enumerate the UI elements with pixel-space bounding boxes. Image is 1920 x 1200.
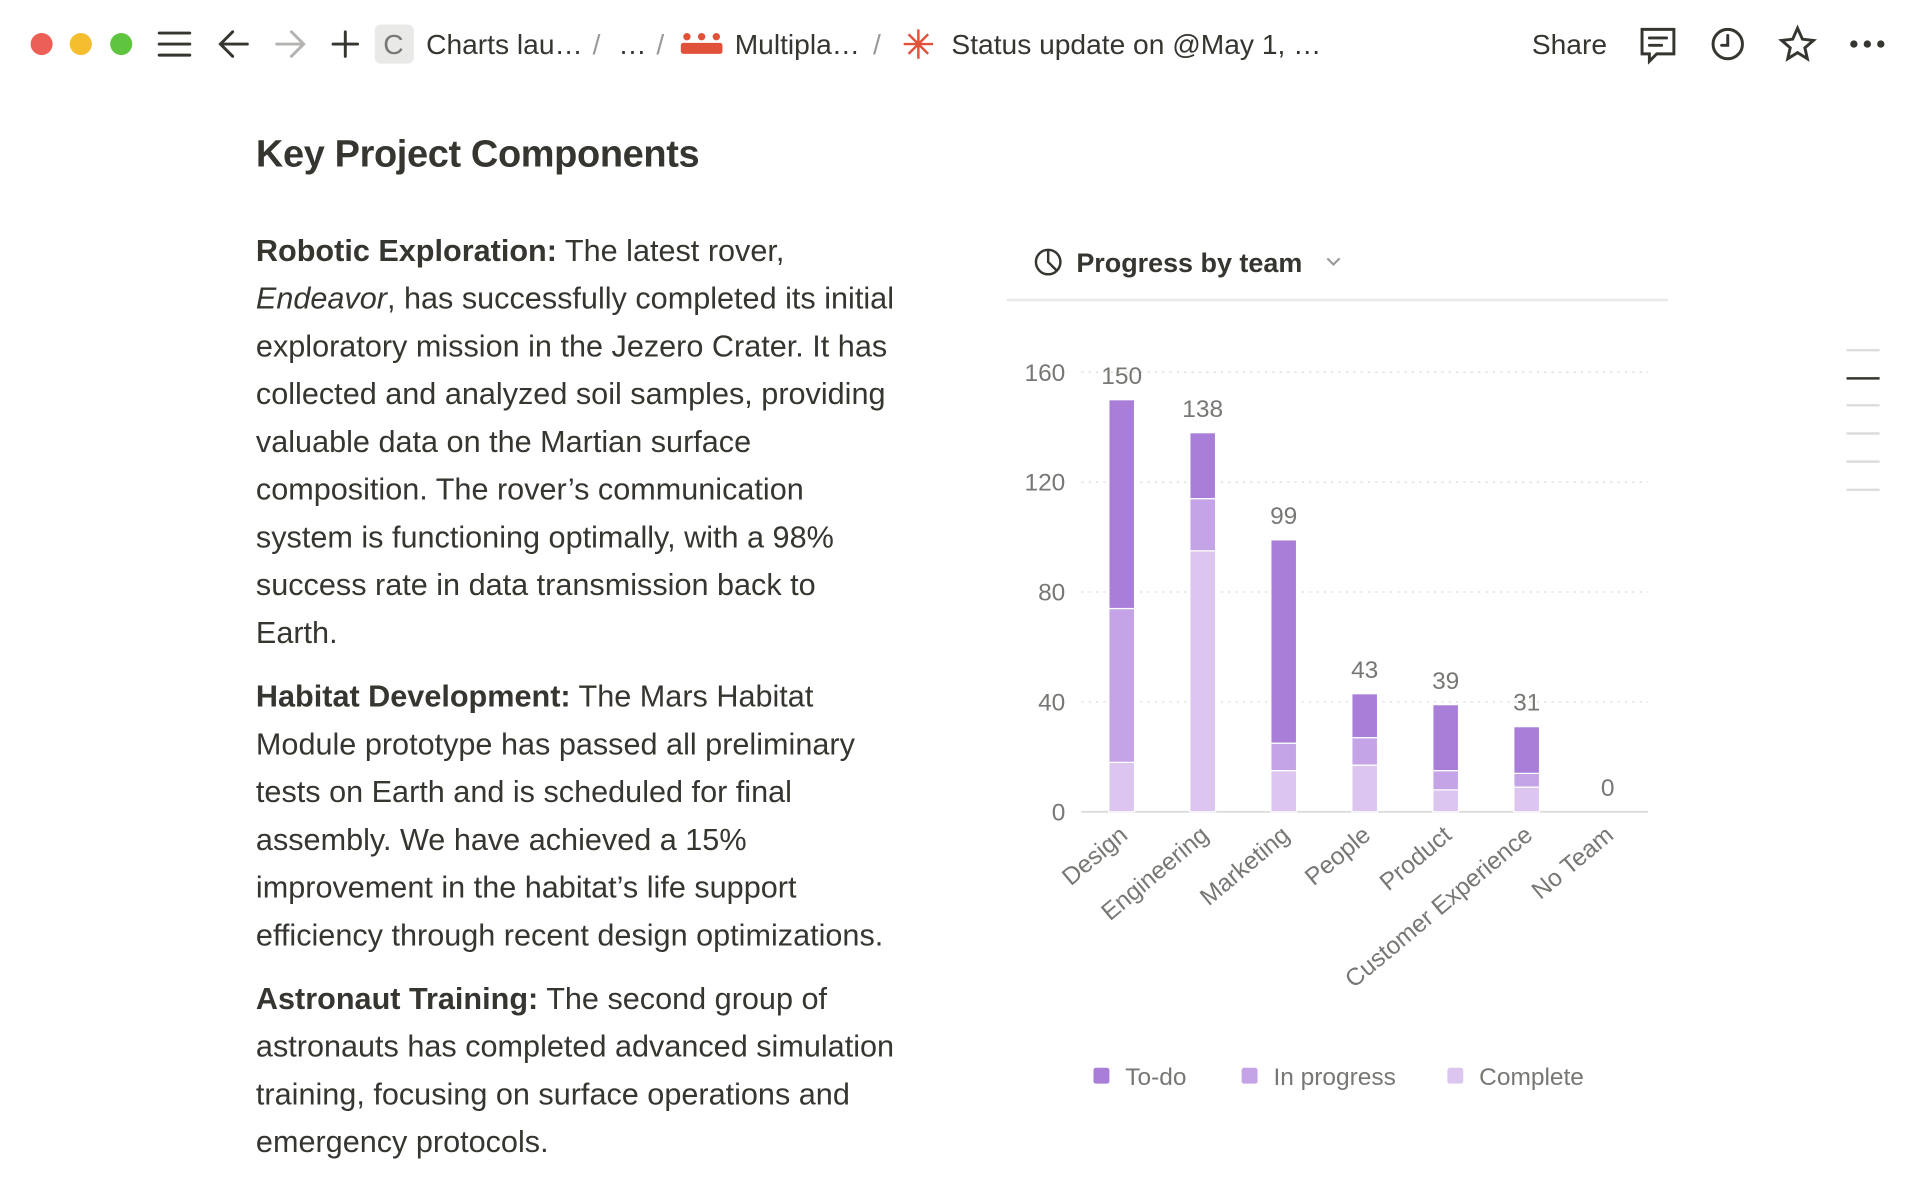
bar-segment xyxy=(1270,742,1298,772)
total-label: 150 xyxy=(1101,363,1142,390)
paragraph: Habitat Development: The Mars Habitat Mo… xyxy=(256,673,905,960)
paragraph-heading: Habitat Development: xyxy=(255,679,571,714)
page-heading: Key Project Components xyxy=(255,132,700,176)
total-label: 31 xyxy=(1513,690,1540,717)
y-tick-label: 160 xyxy=(1024,360,1065,387)
breadcrumb[interactable]: … xyxy=(618,28,647,61)
chart-icon xyxy=(1034,248,1062,276)
new-page-button[interactable] xyxy=(331,30,360,58)
y-tick-label: 120 xyxy=(1024,470,1065,497)
y-tick-label: 40 xyxy=(1038,690,1065,717)
outline xyxy=(1846,348,1880,492)
chart-menu-chevron[interactable] xyxy=(1326,257,1341,267)
bar-segment xyxy=(1432,770,1460,791)
bar-segment xyxy=(1108,607,1136,763)
paragraph-heading: Robotic Exploration: xyxy=(255,233,557,269)
more-button[interactable] xyxy=(1850,40,1885,48)
legend-label: In progress xyxy=(1273,1064,1395,1091)
back-button[interactable] xyxy=(218,30,249,58)
chart-title[interactable]: Progress by team xyxy=(1076,248,1302,278)
breadcrumb[interactable]: Multipla… xyxy=(734,28,860,61)
paragraph-text: The latest rover, xyxy=(564,233,785,269)
x-tick-label: Marketing xyxy=(1195,821,1295,911)
breadcrumb-separator: / xyxy=(592,28,601,61)
paragraph: Robotic Exploration: The latest rover, E… xyxy=(256,228,905,658)
forward-button[interactable] xyxy=(275,30,306,58)
bar-segment xyxy=(1513,726,1541,774)
paragraph-text: , has successfully completed its initial… xyxy=(255,281,894,651)
bar-segment xyxy=(1108,761,1136,813)
bar-segment xyxy=(1432,704,1460,772)
bar-segment xyxy=(1189,498,1217,552)
paragraph-text: The Mars Habitat Module prototype has pa… xyxy=(255,679,884,953)
breadcrumb[interactable]: Status update on @May 1, … xyxy=(951,28,1322,61)
total-label: 99 xyxy=(1270,503,1297,530)
total-label: 43 xyxy=(1351,657,1378,684)
legend-label: Complete xyxy=(1479,1064,1584,1091)
comments-button[interactable] xyxy=(1640,27,1676,65)
bar-segment xyxy=(1432,789,1460,813)
workspace-initial: C xyxy=(383,28,404,61)
menu-button[interactable] xyxy=(157,31,192,57)
total-label: 138 xyxy=(1182,396,1223,423)
share-button[interactable]: Share xyxy=(1531,28,1607,61)
bar-segment xyxy=(1513,772,1541,788)
favorite-button[interactable] xyxy=(1778,24,1817,62)
paragraph-heading: Astronaut Training: xyxy=(255,982,539,1017)
breadcrumb[interactable]: Charts lau… xyxy=(426,28,583,61)
breadcrumb-separator: / xyxy=(656,28,665,61)
breadcrumb-separator: / xyxy=(873,28,881,61)
bar-segment xyxy=(1351,764,1379,813)
document-body: Robotic Exploration: The latest rover, E… xyxy=(256,228,905,1183)
paragraph: Astronaut Training: The second group of … xyxy=(256,976,905,1167)
bar-segment xyxy=(1189,550,1217,813)
workspace-icon xyxy=(374,24,414,64)
bar-segment xyxy=(1189,432,1217,500)
close-button[interactable] xyxy=(30,33,53,56)
legend-swatch xyxy=(1093,1067,1110,1084)
bar-segment xyxy=(1270,770,1298,813)
y-tick-label: 0 xyxy=(1052,799,1066,826)
team-icon xyxy=(680,33,723,54)
legend-swatch xyxy=(1241,1067,1258,1084)
bar-segment xyxy=(1351,737,1379,766)
x-tick-label: People xyxy=(1300,821,1376,891)
toolbar-icons xyxy=(30,24,1885,65)
bar-segment xyxy=(1513,786,1541,813)
total-label: 0 xyxy=(1601,775,1615,802)
bar-segment xyxy=(1351,693,1379,739)
total-label: 39 xyxy=(1432,668,1459,695)
bar-segment xyxy=(1108,399,1136,610)
history-button[interactable] xyxy=(1711,27,1744,61)
x-tick-label: No Team xyxy=(1527,821,1619,904)
zoom-button[interactable] xyxy=(110,33,133,56)
paragraph-text: Endeavor xyxy=(255,281,387,316)
legend-label: To-do xyxy=(1125,1064,1186,1091)
minimize-button[interactable] xyxy=(69,33,92,56)
y-tick-label: 80 xyxy=(1038,580,1065,607)
x-tick-label: Design xyxy=(1057,821,1133,891)
legend-swatch xyxy=(1447,1067,1464,1084)
paragraph-text: The second group of astronauts has compl… xyxy=(255,982,895,1160)
status-icon xyxy=(903,29,934,59)
bar-segment xyxy=(1270,539,1298,744)
